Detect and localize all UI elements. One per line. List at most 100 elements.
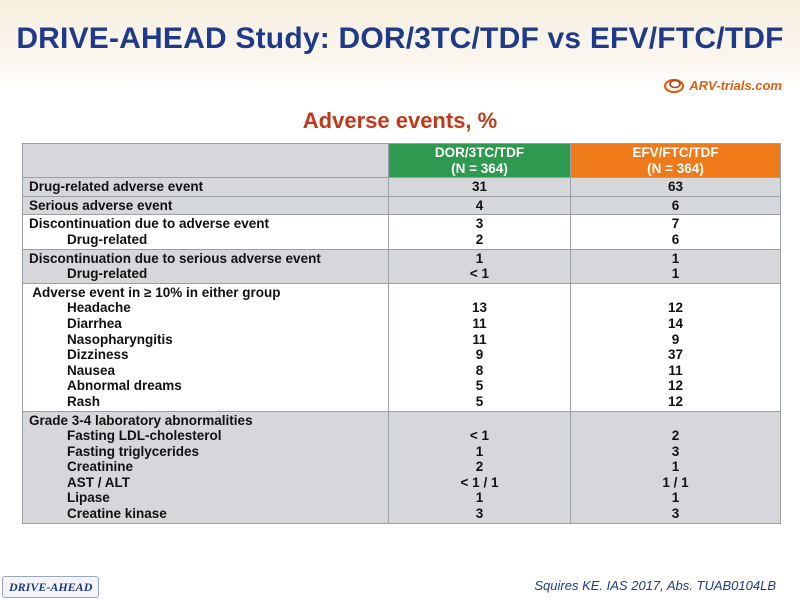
- efv-value: 63: [667, 179, 684, 195]
- dor-value: [395, 285, 564, 301]
- header-blank-cell: [22, 142, 389, 179]
- efv-value: 6: [671, 197, 680, 213]
- dor-value: 9: [475, 347, 484, 363]
- row-sublabel: Nasopharyngitis: [67, 331, 173, 347]
- dor-value: 5: [475, 378, 484, 394]
- row-sublabel: Abnormal dreams: [67, 378, 182, 394]
- efv-value: 3: [671, 443, 680, 459]
- dor-value: 31: [471, 179, 488, 195]
- row-label-cell: Grade 3-4 laboratory abnormalities Fasti…: [22, 410, 389, 524]
- page-title: DRIVE-AHEAD Study: DOR/3TC/TDF vs EFV/FT…: [16, 22, 784, 55]
- efv-cell: 1 1: [570, 248, 781, 284]
- dor-value: 5: [475, 393, 484, 409]
- efv-value: 1 / 1: [662, 474, 689, 490]
- row-sublabel: Headache: [67, 300, 131, 316]
- dor-value: 1: [475, 443, 484, 459]
- header-efv-name: EFV/FTC/TDF: [632, 145, 719, 160]
- dor-value: < 1: [469, 266, 490, 282]
- row-label-cell: Adverse event in ≥ 10% in either group H…: [22, 282, 389, 412]
- row-sublabel: AST / ALT: [67, 474, 130, 490]
- efv-value: 9: [671, 331, 680, 347]
- dor-cell: 3 2: [388, 214, 571, 250]
- efv-value: 12: [667, 378, 684, 394]
- dor-cell: 13 11 11 9 8 5 5: [388, 282, 571, 412]
- dor-value: 1: [475, 490, 484, 506]
- dor-value: < 1: [469, 428, 490, 444]
- row-label: Adverse event in ≥ 10% in either group: [29, 284, 281, 300]
- efv-value: 3: [671, 506, 680, 522]
- efv-cell: 63: [570, 177, 781, 197]
- logo-text: ARV-trials.com: [689, 77, 782, 93]
- table-row: Grade 3-4 laboratory abnormalities Fasti…: [22, 410, 781, 524]
- header-dor-name: DOR/3TC/TDF: [434, 145, 525, 160]
- efv-value: 11: [668, 362, 683, 378]
- dor-value: 2: [475, 231, 484, 247]
- efv-value: 37: [667, 347, 684, 363]
- dor-value: 4: [475, 197, 484, 213]
- table-row: Discontinuation due to adverse event Dru…: [22, 214, 781, 250]
- row-sublabel: Fasting triglycerides: [67, 443, 200, 459]
- table-row: Serious adverse event 4 6: [22, 195, 781, 216]
- header-efv-n: (N = 364): [647, 160, 704, 176]
- table-header-row: DOR/3TC/TDF (N = 364) EFV/FTC/TDF (N = 3…: [22, 142, 781, 179]
- header-efv: EFV/FTC/TDF (N = 364): [570, 142, 781, 179]
- efv-value: 12: [667, 393, 684, 409]
- dor-value: 13: [471, 300, 488, 316]
- dor-value: 8: [475, 362, 484, 378]
- study-badge: DRIVE-AHEAD: [2, 576, 100, 598]
- row-label: Discontinuation due to adverse event: [29, 216, 270, 232]
- row-sublabel: Drug-related: [67, 231, 148, 247]
- efv-value: 1: [671, 490, 680, 506]
- dor-value: 11: [472, 331, 487, 347]
- dor-value: < 1 / 1: [460, 474, 499, 490]
- efv-cell: 7 6: [570, 214, 781, 250]
- row-label: Drug-related adverse event: [29, 179, 204, 195]
- adverse-events-table: DOR/3TC/TDF (N = 364) EFV/FTC/TDF (N = 3…: [22, 142, 781, 524]
- efv-cell: 12 14 9 37 11 12 12: [570, 282, 781, 412]
- header-background: [0, 0, 800, 88]
- efv-cell: 6: [570, 195, 781, 216]
- row-sublabel: Nausea: [67, 362, 116, 378]
- row-label-cell: Discontinuation due to serious adverse e…: [22, 248, 389, 284]
- row-label: Grade 3-4 laboratory abnormalities: [29, 412, 253, 428]
- dor-value: 1: [475, 250, 484, 266]
- row-sublabel: Drug-related: [67, 266, 148, 282]
- dor-value: 3: [475, 506, 484, 522]
- efv-value: 7: [671, 216, 680, 232]
- row-sublabel: Lipase: [67, 490, 110, 506]
- row-label-cell: Serious adverse event: [22, 195, 389, 216]
- row-label: Discontinuation due to serious adverse e…: [29, 250, 321, 266]
- table-row: Drug-related adverse event 31 63: [22, 177, 781, 197]
- efv-cell: 2 3 1 1 / 1 1 3: [570, 410, 781, 524]
- row-label-cell: Discontinuation due to adverse event Dru…: [22, 214, 389, 250]
- efv-value: [577, 413, 774, 429]
- row-sublabel: Creatine kinase: [67, 506, 167, 522]
- efv-value: 14: [667, 315, 684, 331]
- efv-value: 1: [671, 459, 680, 475]
- dor-value: 11: [472, 315, 487, 331]
- dor-value: 3: [475, 216, 484, 232]
- row-label-cell: Drug-related adverse event: [22, 177, 389, 197]
- row-sublabel: Rash: [67, 393, 101, 409]
- citation: Squires KE. IAS 2017, Abs. TUAB0104LB: [534, 578, 776, 593]
- row-sublabel: Diarrhea: [67, 315, 122, 331]
- table-row: Adverse event in ≥ 10% in either group H…: [22, 282, 781, 412]
- dor-cell: 31: [388, 177, 571, 197]
- row-sublabel: Dizziness: [67, 347, 129, 363]
- efv-value: [577, 285, 774, 301]
- table-row: Discontinuation due to serious adverse e…: [22, 248, 781, 284]
- dor-cell: < 1 1 2 < 1 / 1 1 3: [388, 410, 571, 524]
- header-dor-n: (N = 364): [451, 160, 508, 176]
- dor-cell: 4: [388, 195, 571, 216]
- efv-value: 12: [667, 300, 684, 316]
- row-label: Serious adverse event: [29, 197, 173, 213]
- row-sublabel: Fasting LDL-cholesterol: [67, 428, 222, 444]
- header-dor: DOR/3TC/TDF (N = 364): [388, 142, 571, 179]
- dor-cell: 1 < 1: [388, 248, 571, 284]
- table-subtitle: Adverse events, %: [302, 108, 498, 133]
- arv-trials-logo[interactable]: ARV-trials.com: [663, 74, 782, 96]
- dor-value: [395, 413, 564, 429]
- efv-value: 1: [671, 266, 680, 282]
- efv-value: 2: [671, 428, 680, 444]
- dor-value: 2: [475, 459, 484, 475]
